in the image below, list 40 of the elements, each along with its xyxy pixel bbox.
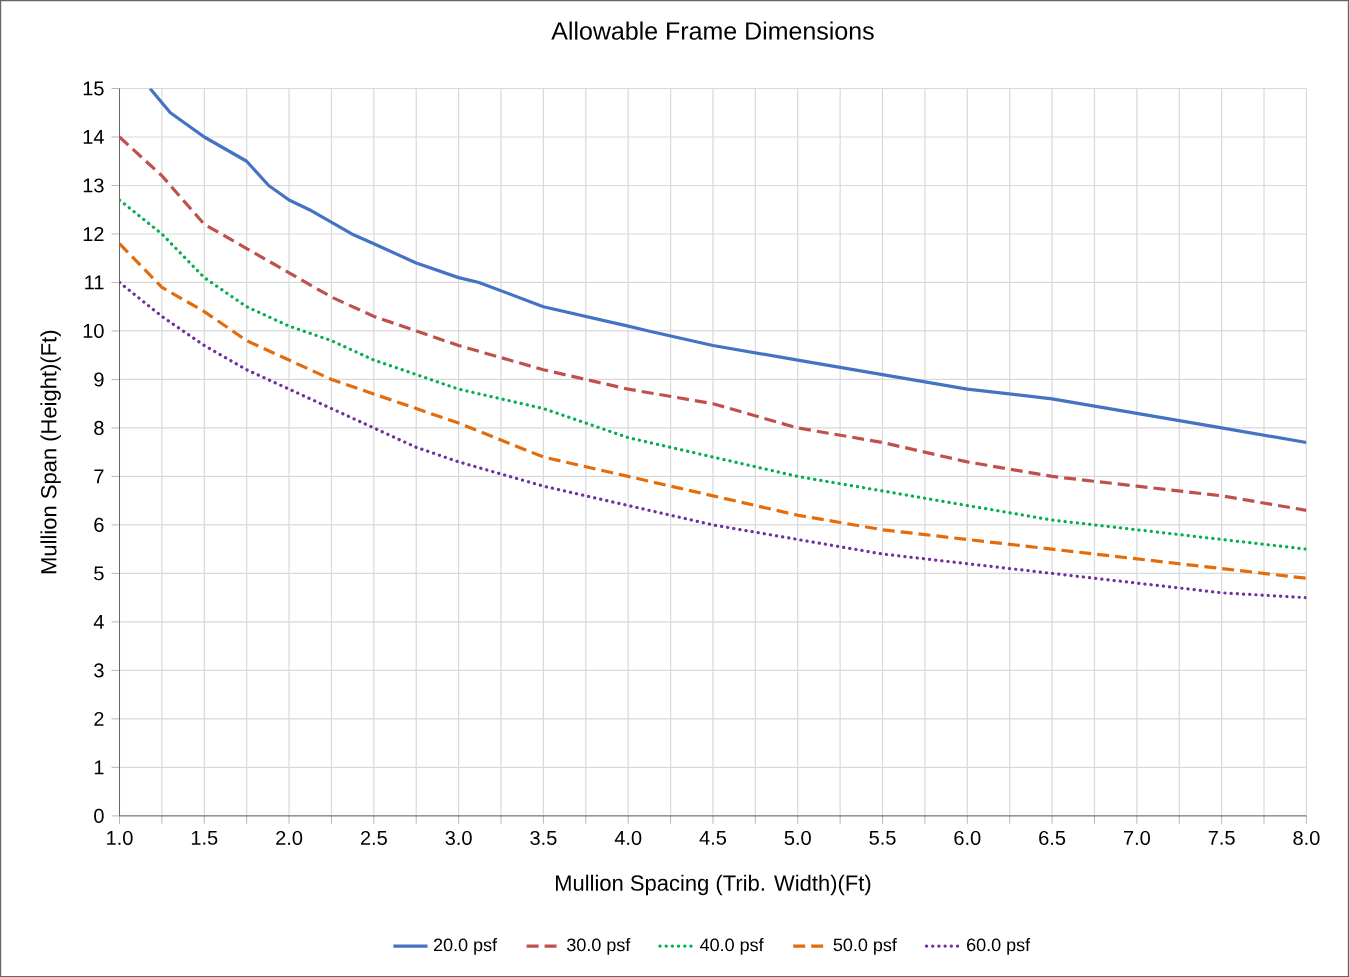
y-tick-label: 6 — [94, 517, 104, 532]
y-tick-label: 1 — [94, 760, 104, 775]
y-tick-label: 15 — [83, 81, 104, 96]
x-tick-label: 7.5 — [1208, 830, 1235, 845]
legend-label: 50.0 psf — [833, 937, 897, 955]
x-tick-label: 2.5 — [360, 830, 387, 845]
y-tick-label: 13 — [83, 178, 104, 193]
y-tick-label: 4 — [93, 614, 104, 629]
y-axis-title: Mullion Span (Height)(Ft) — [40, 330, 61, 573]
x-tick-label: 1.0 — [107, 830, 133, 845]
x-tick-label: 4.5 — [699, 830, 727, 845]
x-tick-label: 6.0 — [954, 830, 981, 845]
y-tick-label: 12 — [83, 226, 104, 241]
x-tick-label: 4.0 — [614, 830, 642, 845]
y-tick-label: 0 — [94, 808, 104, 823]
legend-label: 60.0 psf — [967, 937, 1031, 955]
x-tick-label: 8.0 — [1293, 830, 1320, 845]
x-tick-label: 3.0 — [445, 830, 472, 845]
x-tick-label: 5.5 — [869, 830, 896, 845]
x-tick-label: 1.5 — [191, 830, 218, 845]
y-tick-label: 3 — [94, 663, 104, 678]
y-tick-label: 11 — [85, 275, 104, 290]
y-tick-label: 7 — [94, 469, 104, 484]
y-tick-label: 5 — [94, 566, 104, 581]
chart-title: Allowable Frame Dimensions — [551, 21, 874, 40]
legend-label: 20.0 psf — [433, 937, 498, 955]
y-tick-label: 2 — [94, 711, 104, 726]
x-axis-title: Mullion Spacing (Trib. Width)(Ft) — [556, 874, 871, 896]
y-tick-label: 8 — [94, 420, 104, 435]
x-tick-label: 6.5 — [1039, 830, 1066, 845]
y-tick-label: 14 — [83, 129, 104, 144]
x-tick-label: 5.0 — [784, 830, 811, 845]
legend-label: 30.0 psf — [567, 937, 631, 955]
x-tick-label: 7.0 — [1124, 830, 1150, 845]
y-tick-label: 10 — [83, 323, 104, 338]
legend-label: 40.0 psf — [700, 937, 764, 955]
line-series — [119, 135, 1307, 512]
y-tick-label: 9 — [94, 372, 104, 387]
x-tick-label: 3.5 — [530, 830, 557, 845]
x-tick-label: 2.0 — [276, 830, 303, 845]
